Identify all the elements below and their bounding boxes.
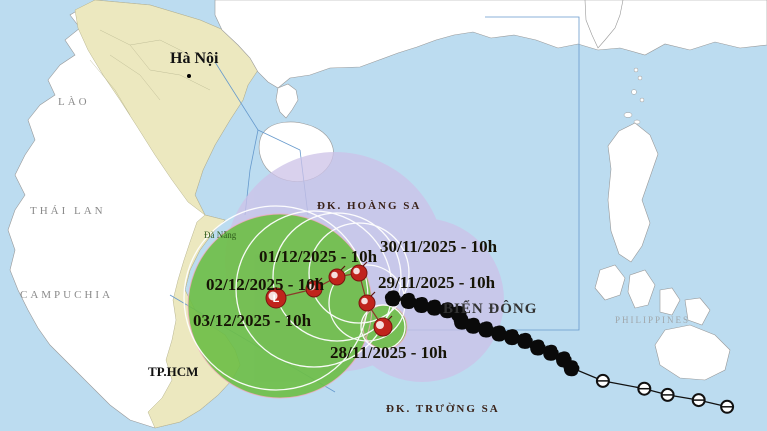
svg-text:ĐK. TRƯỜNG SA: ĐK. TRƯỜNG SA bbox=[386, 403, 500, 415]
svg-text:03/12/2025 - 10h: 03/12/2025 - 10h bbox=[193, 311, 312, 330]
svg-text:29/11/2025 - 10h: 29/11/2025 - 10h bbox=[378, 273, 496, 292]
svg-text:L: L bbox=[273, 293, 280, 305]
svg-text:TP.HCM: TP.HCM bbox=[148, 364, 198, 379]
svg-text:02/12/2025 - 10h: 02/12/2025 - 10h bbox=[206, 275, 325, 294]
svg-text:Đà Nẵng: Đà Nẵng bbox=[204, 230, 237, 240]
svg-text:28/11/2025 - 10h: 28/11/2025 - 10h bbox=[330, 343, 448, 362]
svg-text:01/12/2025 - 10h: 01/12/2025 - 10h bbox=[259, 247, 378, 266]
svg-text:THÁI LAN: THÁI LAN bbox=[30, 205, 106, 217]
svg-text:30/11/2025 - 10h: 30/11/2025 - 10h bbox=[380, 237, 498, 256]
svg-text:CAMPUCHIA: CAMPUCHIA bbox=[20, 289, 113, 301]
svg-text:LÀO: LÀO bbox=[58, 96, 90, 108]
svg-text:BIỂN ĐÔNG: BIỂN ĐÔNG bbox=[443, 299, 537, 317]
svg-text:PHILIPPINES: PHILIPPINES bbox=[615, 315, 690, 325]
svg-text:Hà Nội: Hà Nội bbox=[170, 50, 219, 67]
svg-text:ĐK. HOÀNG SA: ĐK. HOÀNG SA bbox=[317, 200, 421, 212]
